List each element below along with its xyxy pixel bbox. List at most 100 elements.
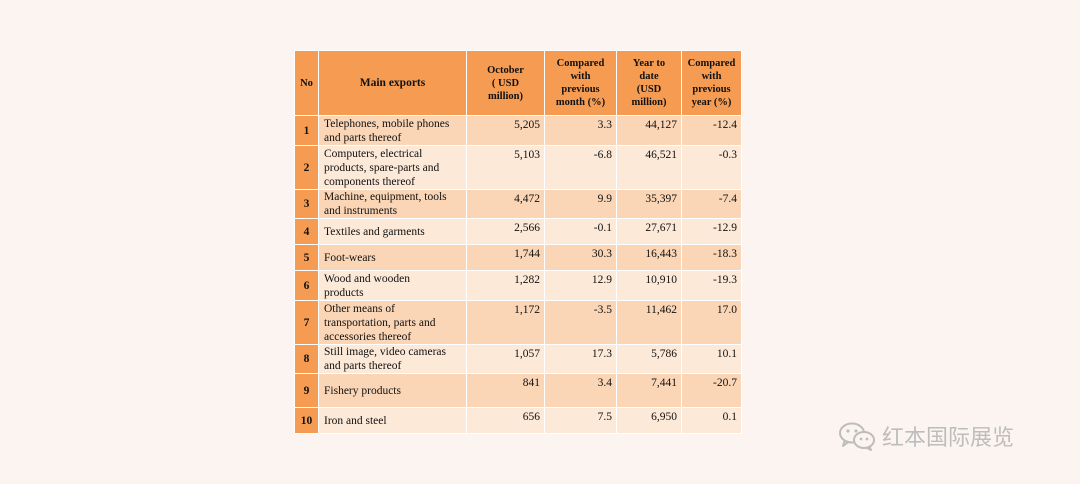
row-name: Foot-wears: [318, 244, 467, 271]
header-vs-year-line: Compared: [687, 58, 736, 69]
header-october-line: October: [487, 64, 524, 76]
row-ytd: 44,127: [616, 115, 682, 146]
header-vs-year-line: year (%): [691, 97, 732, 108]
row-ytd: 16,443: [616, 244, 682, 271]
row-no: 3: [294, 189, 319, 219]
row-ytd: 7,441: [616, 373, 682, 408]
row-october: 4,472: [466, 189, 545, 219]
header-ytd-line: (USD: [636, 84, 662, 95]
table-row: 6 Wood and wooden products 1,282 12.9 10,…: [294, 270, 742, 301]
header-ytd: Year to date (USD million): [616, 50, 682, 116]
row-vs-month: 30.3: [544, 244, 617, 271]
row-vs-month: 17.3: [544, 344, 617, 374]
row-ytd: 6,950: [616, 407, 682, 434]
row-vs-year: 17.0: [681, 300, 742, 345]
row-name-line: Computers, electrical: [324, 147, 423, 160]
row-vs-year: -12.4: [681, 115, 742, 146]
exports-table: No Main exports October ( USD million) C…: [294, 50, 742, 434]
header-october-line: ( USD: [491, 77, 520, 89]
row-name-line: and instruments: [324, 205, 398, 217]
row-ytd: 46,521: [616, 145, 682, 190]
row-name-line: products: [324, 286, 364, 299]
row-vs-year: -12.9: [681, 218, 742, 245]
header-ytd-line: Year to: [632, 58, 666, 69]
row-name: Other means of transportation, parts and a…: [318, 300, 467, 345]
row-name-line: and parts thereof: [324, 360, 402, 372]
header-main-exports: Main exports: [318, 50, 467, 116]
table-row: 7 Other means of transportation, parts an…: [294, 300, 742, 345]
row-ytd: 5,786: [616, 344, 682, 374]
row-name: Textiles and garments: [318, 218, 467, 245]
row-vs-year: 10.1: [681, 344, 742, 374]
row-name-line: Wood and wooden: [324, 272, 410, 285]
row-vs-month: 9.9: [544, 189, 617, 219]
row-october: 5,103: [466, 145, 545, 190]
row-vs-year: -7.4: [681, 189, 742, 219]
row-october: 1,744: [466, 244, 545, 271]
table-row: 10 Iron and steel 656 7.5 6,950 0.1: [294, 407, 742, 434]
row-no: 5: [294, 244, 319, 271]
row-ytd: 35,397: [616, 189, 682, 219]
row-name: Telephones, mobile phones and parts there…: [318, 115, 467, 146]
header-vs-month: Compared with previous month (%): [544, 50, 617, 116]
row-name: Fishery products: [318, 373, 467, 408]
header-vs-year-line: previous: [692, 84, 731, 95]
row-name-line: Other means of: [324, 302, 395, 315]
row-no: 1: [294, 115, 319, 146]
header-vs-month-line: month (%): [555, 97, 606, 108]
row-no: 6: [294, 270, 319, 301]
row-october: 1,172: [466, 300, 545, 345]
table-row: 2 Computers, electrical products, spare-p…: [294, 145, 742, 190]
row-vs-year: -18.3: [681, 244, 742, 271]
row-name-line: Telephones, mobile phones: [324, 117, 450, 130]
row-no: 10: [294, 407, 319, 434]
header-vs-year-line: with: [701, 71, 722, 82]
table-row: 3 Machine, equipment, tools and instrumen…: [294, 189, 742, 219]
watermark-text: 红本国际展览: [882, 426, 1015, 451]
header-row: No Main exports October ( USD million) C…: [294, 50, 742, 116]
row-vs-month: -0.1: [544, 218, 617, 245]
row-name-line: and parts thereof: [324, 131, 402, 144]
table-row: 5 Foot-wears 1,744 30.3 16,443 -18.3: [294, 244, 742, 271]
watermark: 红本国际展览: [838, 420, 1014, 452]
row-name-line: accessories thereof: [324, 330, 412, 343]
row-vs-year: -20.7: [681, 373, 742, 408]
row-vs-month: -3.5: [544, 300, 617, 345]
header-vs-month-line: with: [570, 71, 591, 82]
row-no: 7: [294, 300, 319, 345]
header-vs-year: Compared with previous year (%): [681, 50, 742, 116]
row-vs-month: 7.5: [544, 407, 617, 434]
row-name-line: Machine, equipment, tools: [324, 191, 447, 203]
table-row: 8 Still image, video cameras and parts th…: [294, 344, 742, 374]
row-ytd: 27,671: [616, 218, 682, 245]
row-vs-year: -0.3: [681, 145, 742, 190]
header-vs-month-line: Compared: [556, 58, 605, 69]
row-name: Iron and steel: [318, 407, 467, 434]
table-row: 9 Fishery products 841 3.4 7,441 -20.7: [294, 373, 742, 408]
row-name-line: transportation, parts and: [324, 316, 436, 329]
header-october: October ( USD million): [466, 50, 545, 116]
row-october: 1,057: [466, 344, 545, 374]
row-vs-year: 0.1: [681, 407, 742, 434]
header-vs-month-line: previous: [561, 84, 600, 95]
row-vs-month: -6.8: [544, 145, 617, 190]
row-no: 9: [294, 373, 319, 408]
header-ytd-line: million): [631, 97, 667, 108]
row-name-line: components thereof: [324, 175, 416, 188]
table-row: 4 Textiles and garments 2,566 -0.1 27,67…: [294, 218, 742, 245]
row-name-line: Iron and steel: [324, 414, 387, 427]
row-no: 8: [294, 344, 319, 374]
row-name-line: Still image, video cameras: [324, 346, 446, 358]
row-vs-month: 12.9: [544, 270, 617, 301]
row-name-line: Foot-wears: [324, 251, 376, 264]
row-no: 2: [294, 145, 319, 190]
row-name: Wood and wooden products: [318, 270, 467, 301]
header-no: No: [294, 50, 319, 116]
row-vs-year: -19.3: [681, 270, 742, 301]
header-october-line: million): [487, 90, 523, 102]
header-ytd-line: date: [639, 71, 659, 82]
row-name-line: Fishery products: [324, 384, 401, 397]
row-october: 1,282: [466, 270, 545, 301]
row-october: 2,566: [466, 218, 545, 245]
row-no: 4: [294, 218, 319, 245]
